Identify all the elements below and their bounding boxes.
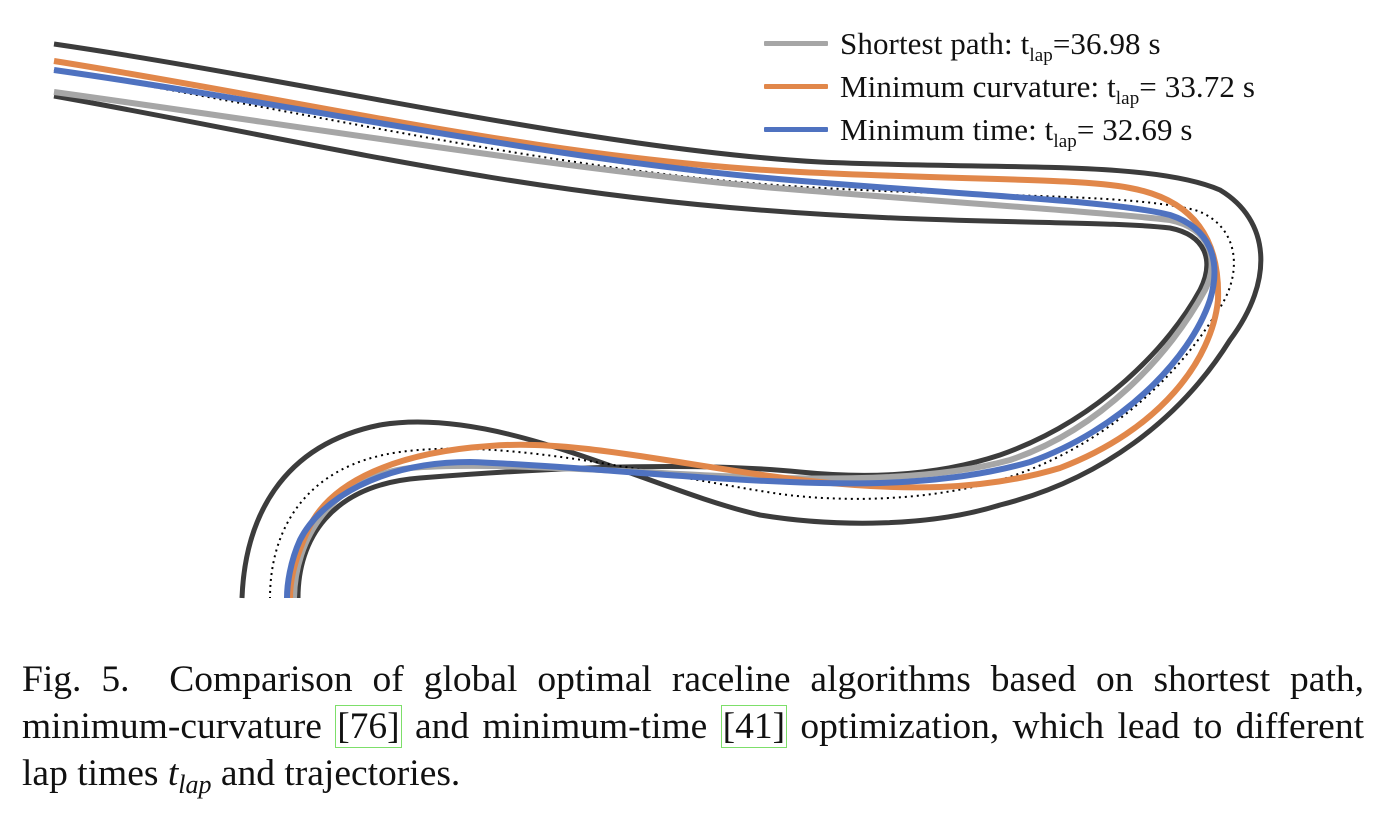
legend: Shortest path: tlap=36.98 s Minimum curv… <box>764 22 1255 151</box>
legend-item-minimum-curvature: Minimum curvature: tlap= 33.72 s <box>764 65 1255 108</box>
raceline-figure: Shortest path: tlap=36.98 s Minimum curv… <box>53 22 1264 599</box>
shortest-path-line <box>53 89 1215 599</box>
track-outer-boundary <box>53 41 1264 599</box>
legend-swatch-minimum-curvature <box>764 84 828 89</box>
legend-label-minimum-time: Minimum time: tlap= 32.69 s <box>840 111 1193 152</box>
minimum-curvature-line <box>53 58 1222 599</box>
citation-link[interactable]: [41] <box>720 705 788 748</box>
legend-item-shortest-path: Shortest path: tlap=36.98 s <box>764 22 1255 65</box>
caption-text: and minimum-time <box>414 706 708 747</box>
caption-text: Comparison of global optimal raceline al… <box>22 659 1364 747</box>
citation-link[interactable]: [76] <box>335 705 402 748</box>
track-plot <box>53 41 1264 599</box>
caption-text: optimization, which lead to different la… <box>22 706 1365 794</box>
lap-time-symbol: tlap <box>167 753 212 799</box>
caption-text: and trajectories. <box>220 753 461 794</box>
legend-label-minimum-curvature: Minimum curvature: tlap= 33.72 s <box>840 68 1255 109</box>
legend-swatch-minimum-time <box>764 127 828 132</box>
minimum-time-line <box>53 67 1218 599</box>
legend-swatch-shortest-path <box>764 41 828 46</box>
track-centerline <box>53 69 1235 599</box>
legend-label-shortest-path: Shortest path: tlap=36.98 s <box>840 25 1161 66</box>
legend-item-minimum-time: Minimum time: tlap= 32.69 s <box>764 108 1255 151</box>
figure-caption: Fig. 5. Comparison of global optimal rac… <box>22 656 1365 799</box>
track-inner-boundary <box>53 93 1210 599</box>
figure-label: Fig. 5. <box>22 659 130 700</box>
